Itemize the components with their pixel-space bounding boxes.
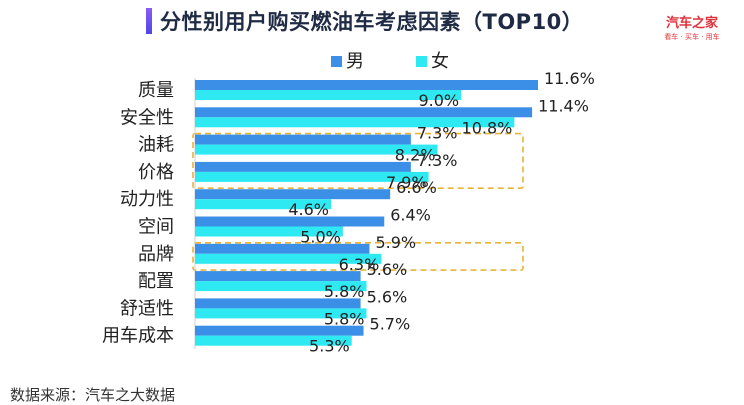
male-value-label-row-5: 6.6%	[396, 178, 437, 197]
male-value-label-row-7: 5.9%	[375, 233, 416, 252]
category-label-row-9: 舒适性	[120, 298, 174, 319]
brand-name: 汽车之家	[665, 16, 718, 31]
male-value-label-row-8: 5.6%	[367, 260, 408, 279]
category-label-row-10: 用车成本	[102, 326, 174, 347]
chart-title-block: 分性别用户购买燃油车考虑因素（TOP10）	[146, 6, 583, 36]
female-bar-row-2	[195, 117, 515, 128]
male-value-label-row-10: 5.7%	[370, 315, 411, 334]
female-bar-row-9	[195, 308, 367, 319]
female-value-label-row-7: 6.3%	[339, 255, 380, 274]
male-bar-row-2	[195, 107, 533, 118]
female-bar-row-7	[195, 253, 382, 264]
male-bar-row-3	[195, 134, 411, 145]
legend-swatch-male	[331, 56, 342, 67]
female-value-label-row-9: 5.8%	[324, 309, 365, 328]
data-source-note: 数据来源：汽车之大数据	[10, 386, 176, 404]
female-bar-row-4	[195, 171, 429, 182]
male-value-label-row-9: 5.6%	[367, 287, 408, 306]
female-bar-row-10	[195, 335, 352, 346]
female-bar-row-1	[195, 90, 462, 100]
female-bar-row-3	[195, 144, 438, 155]
category-label-row-2: 安全性	[120, 107, 174, 128]
female-value-label-row-6: 5.0%	[300, 228, 341, 247]
title-accent-bar	[146, 8, 152, 34]
male-value-label-row-3: 7.3%	[417, 124, 458, 143]
male-bar-row-7	[195, 243, 370, 254]
category-label-row-7: 品牌	[138, 244, 174, 265]
female-bar-row-6	[195, 226, 343, 237]
highlight-box-2	[192, 242, 524, 271]
male-bar-row-10	[195, 325, 364, 336]
male-bar-row-4	[195, 161, 411, 172]
legend-label-female: 女	[431, 51, 449, 72]
female-value-label-row-2: 10.8%	[462, 118, 513, 137]
female-value-label-row-1: 9.0%	[418, 91, 459, 110]
category-label-row-6: 空间	[138, 217, 174, 238]
category-label-row-4: 价格	[138, 162, 174, 183]
category-label-row-3: 油耗	[138, 135, 174, 156]
category-label-row-1: 质量	[138, 80, 174, 101]
female-value-label-row-10: 5.3%	[309, 337, 350, 356]
brand-slogan: 看车 · 买车 · 用车	[664, 33, 720, 41]
female-value-label-row-3: 8.2%	[395, 146, 436, 165]
female-value-label-row-4: 7.9%	[386, 173, 427, 192]
male-value-label-row-6: 6.4%	[390, 206, 431, 225]
male-bar-row-5	[195, 189, 391, 200]
male-bar-row-6	[195, 216, 385, 227]
male-bar-row-1	[195, 80, 538, 90]
male-value-label-row-1: 11.6%	[544, 69, 595, 88]
male-bar-row-8	[195, 271, 361, 282]
female-value-label-row-5: 4.6%	[288, 200, 329, 219]
male-value-label-row-2: 11.4%	[538, 96, 589, 115]
legend-swatch-female	[416, 56, 427, 67]
category-label-row-5: 动力性	[120, 189, 174, 210]
female-bar-row-5	[195, 199, 332, 210]
brand-logo: 汽车之家 看车 · 买车 · 用车	[652, 12, 732, 42]
male-bar-row-9	[195, 298, 361, 309]
chart-title: 分性别用户购买燃油车考虑因素（TOP10）	[160, 10, 584, 34]
female-value-label-row-8: 5.8%	[324, 282, 365, 301]
highlight-box-1	[192, 132, 524, 190]
legend-label-male: 男	[346, 51, 364, 72]
male-value-label-row-4: 7.3%	[417, 151, 458, 170]
female-bar-row-8	[195, 281, 367, 292]
category-label-row-8: 配置	[138, 271, 174, 292]
